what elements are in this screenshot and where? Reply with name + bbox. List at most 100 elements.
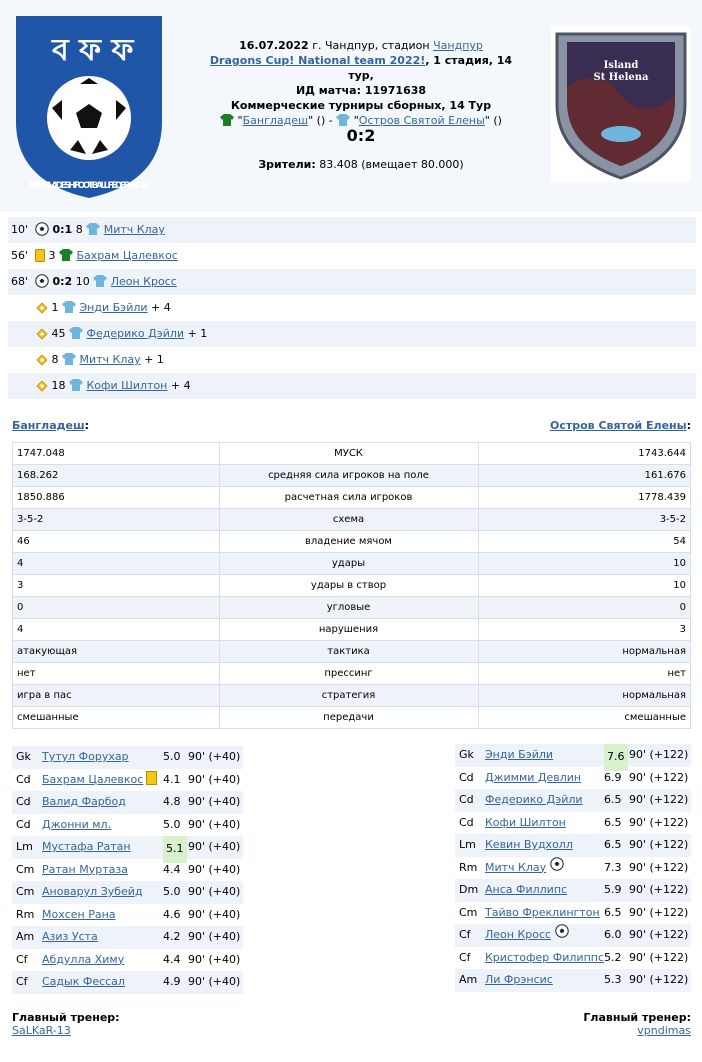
player-link[interactable]: Бахрам Цалевкос: [42, 772, 144, 786]
final-score: 0:2: [346, 126, 376, 145]
stat-label: МУСК: [218, 442, 479, 465]
away-coach-link[interactable]: vpndimas: [637, 1024, 691, 1037]
player-minutes: 90' (+122): [629, 860, 689, 874]
player-position: Cf: [459, 950, 471, 964]
stat-away-value: 54: [477, 530, 691, 553]
player-link[interactable]: Ли Фрэнсис: [485, 973, 553, 986]
player-link[interactable]: Анса Филлипс: [485, 883, 568, 896]
home-team-link[interactable]: Бангладеш: [242, 114, 309, 127]
event-player-link[interactable]: Митч Клау: [103, 223, 165, 236]
lineup-row: Am Азиз Уста 4.2 90' (+40): [12, 926, 243, 949]
away-team-header-link[interactable]: Остров Святой Елены: [549, 419, 687, 432]
stat-home-value: 1850.886: [12, 486, 220, 509]
player-rating: 6.5: [604, 838, 622, 851]
player-link[interactable]: Кевин Вудхолл: [485, 838, 573, 851]
player-minutes: 90' (+122): [629, 815, 689, 829]
player-link[interactable]: Кофи Шилтон: [485, 815, 566, 829]
player-link[interactable]: Леон Кросс: [485, 928, 552, 941]
event-score: 0:1: [52, 223, 73, 236]
player-minutes: 90' (+40): [188, 862, 241, 876]
away-team-link[interactable]: Остров Святой Елены: [358, 114, 485, 127]
stat-row: 4 нарушения 3: [12, 618, 691, 641]
player-link[interactable]: Федерико Дэйли: [485, 793, 583, 806]
player-link[interactable]: Джимми Девлин: [485, 770, 582, 784]
event-player-link[interactable]: Бахрам Цалевкос: [76, 249, 178, 262]
home-shirt-icon: [59, 249, 73, 261]
player-position: Cd: [16, 795, 31, 808]
player-minutes: 90' (+40): [188, 885, 241, 898]
stat-row: нет прессинг нет: [12, 662, 691, 685]
bangladesh-federation-logo: ব ফ ফ BANGLADESH FOOTBALL FEDERATION: [16, 16, 162, 198]
player-minutes: 90' (+40): [188, 952, 241, 966]
player-rating: 4.4: [163, 952, 181, 966]
stadium-link[interactable]: Чандпур: [433, 39, 483, 52]
stat-away-value: 1778.439: [477, 486, 691, 509]
player-minutes: 90' (+122): [629, 838, 689, 851]
lineup-row: Cm Ановарул Зубейд 5.0 90' (+40): [12, 881, 243, 904]
stat-home-value: 3-5-2: [12, 508, 220, 531]
match-city: г. Чандпур, стадион: [312, 39, 430, 52]
stat-home-value: игра в пас: [12, 684, 220, 707]
player-minutes: 90' (+40): [188, 795, 241, 808]
stat-label: расчетная сила игроков: [218, 486, 479, 509]
player-link[interactable]: Азиз Уста: [42, 930, 98, 943]
lineup-row: Gk Энди Бэйли 7.6 90' (+122): [455, 744, 691, 771]
assist-icon: [36, 302, 48, 314]
stat-away-value: 1743.644: [477, 442, 691, 465]
stat-label: передачи: [218, 706, 479, 729]
stat-label: нарушения: [218, 618, 479, 641]
player-link[interactable]: Ановарул Зубейд: [42, 885, 143, 898]
event-player-link[interactable]: Энди Бэйли: [79, 301, 148, 314]
home-team-header-link[interactable]: Бангладеш: [12, 419, 85, 432]
lineup-row: Cm Ратан Муртаза 4.4 90' (+40): [12, 859, 243, 882]
away-shirt-icon: [336, 114, 351, 126]
player-position: Gk: [16, 750, 31, 763]
stat-home-value: атакующая: [12, 640, 220, 663]
player-rating: 4.1: [163, 772, 181, 786]
player-rating: 4.6: [163, 907, 181, 921]
match-stage: , 1 стадия, 14 тур,: [348, 54, 513, 82]
stat-label: тактика: [218, 640, 479, 663]
player-link[interactable]: Садык Фессал: [42, 975, 125, 988]
event-player-link[interactable]: Леон Кросс: [110, 275, 177, 288]
away-shirt-icon: [62, 353, 76, 365]
player-minutes: 90' (+40): [188, 772, 241, 786]
event-player-link[interactable]: Кофи Шилтон: [86, 379, 168, 392]
player-position: Cd: [459, 815, 474, 829]
away-shirt-icon: [69, 379, 83, 391]
player-link[interactable]: Мустафа Ратан: [42, 840, 131, 853]
home-shirt-icon: [220, 114, 235, 126]
player-position: Am: [16, 930, 35, 943]
assist-extra: + 4: [170, 379, 191, 392]
player-link[interactable]: Абдулла Химу: [42, 952, 125, 966]
attendance-value: 83.408 (вмещает 80.000): [319, 158, 464, 171]
event-row: 56' 3 Бахрам Цалевкос: [8, 243, 696, 269]
player-link[interactable]: Ратан Муртаза: [42, 862, 128, 876]
player-link[interactable]: Тутул Форухар: [42, 750, 129, 763]
lineup-row: Lm Кевин Вудхолл 6.5 90' (+122): [455, 834, 691, 857]
tournament-link[interactable]: Dragons Cup! National team 2022!: [209, 54, 426, 67]
player-link[interactable]: Валид Фарбод: [42, 795, 126, 808]
player-link[interactable]: Энди Бэйли: [485, 748, 554, 761]
player-link[interactable]: Мохсен Рана: [42, 907, 116, 921]
event-player-link[interactable]: Митч Клау: [79, 353, 141, 366]
player-minutes: 90' (+122): [629, 793, 689, 806]
player-link[interactable]: Митч Клау: [485, 860, 547, 874]
away-logo-text-1: Island: [604, 60, 639, 71]
player-link[interactable]: Тайво Фреклингтон: [485, 905, 600, 919]
assist-extra: + 4: [151, 301, 171, 314]
home-coach-link[interactable]: SaLKaR-13: [12, 1024, 71, 1037]
event-score: 0:2: [52, 275, 73, 288]
stat-row: 1747.048 МУСК 1743.644: [12, 442, 691, 465]
stat-row: 1850.886 расчетная сила игроков 1778.439: [12, 486, 691, 509]
stat-row: смешанные передачи смешанные: [12, 706, 691, 729]
player-link[interactable]: Джонни мл.: [42, 817, 112, 831]
player-position: Gk: [459, 748, 474, 761]
player-link[interactable]: Кристофер Филиппс: [485, 950, 605, 964]
assist-icon: [36, 380, 48, 392]
stat-label: схема: [218, 508, 479, 531]
goal-ball-icon: [554, 924, 569, 938]
teams-header: Бангладеш: Остров Святой Елены:: [12, 419, 691, 432]
event-player-link[interactable]: Федерико Дэйли: [86, 327, 185, 340]
player-rating: 5.3: [604, 973, 622, 986]
